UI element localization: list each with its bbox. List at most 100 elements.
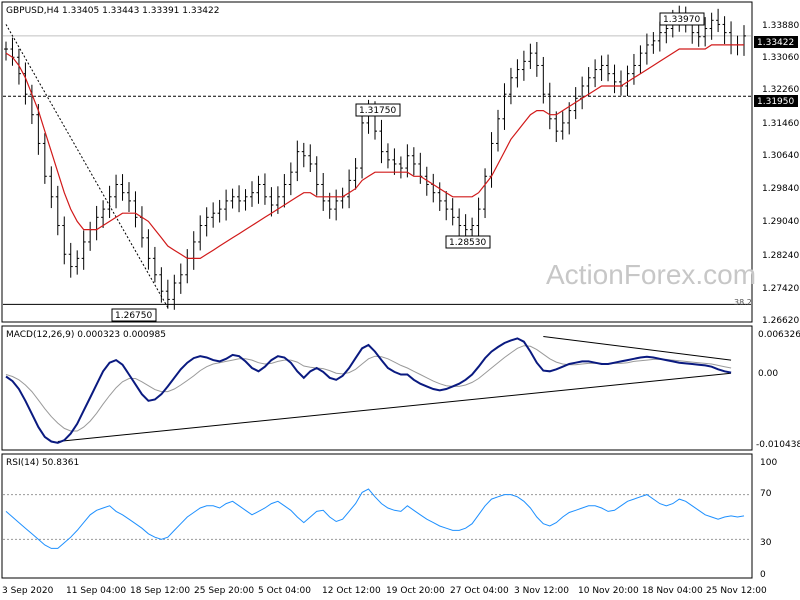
rsi-y-tick: 0 — [760, 570, 766, 580]
price-bar — [282, 174, 287, 208]
price-y-tick: 1.30640 — [762, 151, 799, 161]
price-bar — [152, 246, 157, 283]
price-bar — [599, 55, 604, 81]
price-bar — [308, 144, 313, 173]
price-bar — [463, 214, 468, 239]
macd-layer — [5, 335, 732, 444]
price-y-tick: 1.31460 — [762, 119, 799, 129]
x-axis: 3 Sep 2020 11 Sep 04:00 18 Sep 12:00 25 … — [2, 586, 767, 596]
level-label: 1.31950 — [757, 97, 794, 107]
price-bar — [411, 147, 416, 176]
price-y-tick: 1.33880 — [762, 21, 799, 31]
price-bar — [334, 189, 339, 221]
price-bar — [49, 166, 54, 209]
price-y-tick: 1.32260 — [762, 85, 799, 95]
price-bar — [476, 197, 481, 237]
price-bar — [657, 21, 662, 52]
price-bar — [178, 263, 183, 294]
x-tick: 25 Sep 20:00 — [194, 586, 254, 596]
fib-label: 38.2 — [734, 298, 752, 307]
svg-text:1.28530: 1.28530 — [449, 238, 486, 248]
macd-y-tick: -0.010438 — [756, 440, 800, 450]
price-bar — [62, 216, 67, 265]
price-bar — [709, 12, 714, 40]
price-bar — [237, 185, 242, 213]
price-bar — [450, 198, 455, 226]
x-tick: 3 Sep 2020 — [2, 586, 54, 596]
price-bar — [457, 208, 462, 237]
price-bar — [81, 230, 86, 270]
level-box — [754, 95, 798, 107]
price-bar — [612, 64, 617, 94]
annotation-low-1: 1.26750 — [111, 308, 157, 322]
price-y-tick: 1.33060 — [762, 53, 799, 63]
price-bar — [644, 33, 649, 65]
price-bar — [586, 67, 591, 97]
rsi-header: RSI(14) 50.8361 — [6, 458, 79, 468]
price-bar — [534, 41, 539, 77]
price-bar — [133, 191, 138, 228]
price-bar — [483, 168, 488, 219]
price-bar — [703, 17, 708, 47]
price-bar — [353, 158, 358, 190]
price-bar — [651, 32, 656, 54]
price-bar — [606, 54, 611, 82]
x-tick: 18 Nov 04:00 — [642, 586, 703, 596]
x-tick: 18 Sep 12:00 — [130, 586, 190, 596]
price-bar — [250, 181, 254, 207]
svg-text:1.33970: 1.33970 — [663, 15, 700, 25]
price-bar — [385, 143, 390, 169]
price-bar — [515, 59, 520, 88]
macd-line — [5, 337, 732, 444]
price-bar — [269, 187, 274, 217]
price-bar — [256, 175, 261, 204]
price-bar — [567, 102, 572, 135]
price-bar — [360, 112, 365, 179]
x-tick: 27 Oct 04:00 — [450, 586, 509, 596]
x-tick: 11 Sep 04:00 — [66, 586, 126, 596]
price-bar — [107, 185, 112, 219]
price-bar — [508, 67, 513, 105]
price-bar — [437, 182, 442, 211]
price-bar — [424, 166, 429, 196]
price-bar — [560, 111, 565, 140]
price-bar — [521, 50, 526, 81]
price-y-tick: 1.26620 — [762, 316, 799, 326]
price-bar — [631, 53, 636, 85]
price-bar — [68, 242, 73, 278]
price-y-tick: 1.29840 — [762, 184, 799, 194]
price-bar — [444, 191, 449, 221]
price-bar — [722, 16, 727, 45]
price-bar — [230, 188, 235, 209]
current-price-label: 1.33422 — [757, 38, 794, 48]
price-bar — [4, 41, 8, 61]
price-bar — [593, 59, 598, 88]
rsi-line — [5, 488, 745, 549]
price-bar — [295, 140, 300, 182]
price-bar — [314, 156, 319, 196]
price-bar — [146, 229, 151, 270]
price-bar — [379, 119, 384, 164]
macd-header: MACD(12,26,9) 0.000323 0.000985 — [6, 330, 166, 340]
price-bar — [288, 162, 293, 196]
price-bar — [625, 65, 630, 97]
annotation-high-2: 1.33970 — [659, 12, 705, 26]
watermark: ActionForex.com — [546, 259, 756, 290]
x-tick: 3 Nov 12:00 — [514, 586, 569, 596]
price-bar — [198, 215, 203, 251]
price-bar — [347, 169, 352, 209]
rsi-panel-frame — [1, 453, 753, 579]
rsi-layer — [3, 488, 751, 549]
price-y-tick: 1.29040 — [762, 217, 799, 227]
price-bar — [120, 174, 125, 201]
price-bar — [42, 133, 47, 184]
macd-y-tick: 0.00 — [758, 369, 778, 379]
macd-trendline — [543, 335, 732, 361]
price-bar — [172, 274, 177, 310]
macd-y-tick: 0.006326 — [758, 330, 800, 340]
price-bar — [528, 43, 533, 69]
svg-text:1.31750: 1.31750 — [359, 106, 396, 116]
rsi-y-tick: 100 — [760, 458, 777, 468]
price-bar — [217, 199, 222, 223]
